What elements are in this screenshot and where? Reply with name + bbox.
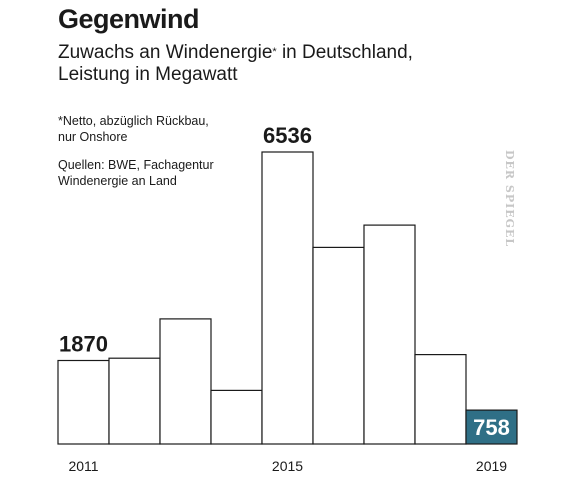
- subtitle-text: Zuwachs an Windenergie: [58, 42, 273, 63]
- footnote-note: *Netto, abzüglich Rückbau, nur Onshore: [58, 113, 248, 145]
- bar-2013: [159, 318, 212, 445]
- footnote-line-2: nur Onshore: [58, 130, 128, 144]
- sources-line-2: Windenergie an Land: [58, 174, 177, 188]
- data-labels-group: 1870 6536 758: [59, 123, 510, 440]
- subtitle-unit: Leistung in Megawatt: [58, 64, 238, 85]
- sources-line-1: Quellen: BWE, Fachagentur: [58, 158, 214, 172]
- subtitle-text-continued: in Deutschland,: [276, 42, 413, 63]
- x-axis-ticks-group: 2011 2015 2019: [68, 458, 507, 474]
- footnote-line-1: *Netto, abzüglich Rückbau,: [58, 114, 209, 128]
- publisher-watermark: DER SPIEGEL: [503, 150, 516, 248]
- tick-label-2011: 2011: [68, 458, 98, 474]
- bars-group: [57, 151, 518, 445]
- data-label-2015: 6536: [263, 123, 312, 148]
- bar-2014: [210, 389, 263, 445]
- sources-note: Quellen: BWE, Fachagentur Windenergie an …: [58, 157, 248, 189]
- tick-label-2019: 2019: [476, 458, 507, 474]
- bar-2011: [57, 359, 110, 445]
- bar-2019: [465, 409, 518, 445]
- bar-2017: [363, 224, 416, 445]
- data-label-2019: 758: [473, 415, 510, 440]
- bar-2015: [261, 151, 314, 445]
- data-label-2011: 1870: [59, 332, 108, 357]
- footnote-mark: *: [272, 46, 277, 58]
- chart-title: Gegenwind: [58, 4, 200, 34]
- bar-2012: [108, 357, 161, 445]
- chart-subtitle: Zuwachs an Windenergie* in Deutschland, L…: [58, 42, 518, 86]
- tick-label-2015: 2015: [272, 458, 303, 474]
- bar-2018: [414, 354, 467, 445]
- bar-2016: [312, 246, 365, 445]
